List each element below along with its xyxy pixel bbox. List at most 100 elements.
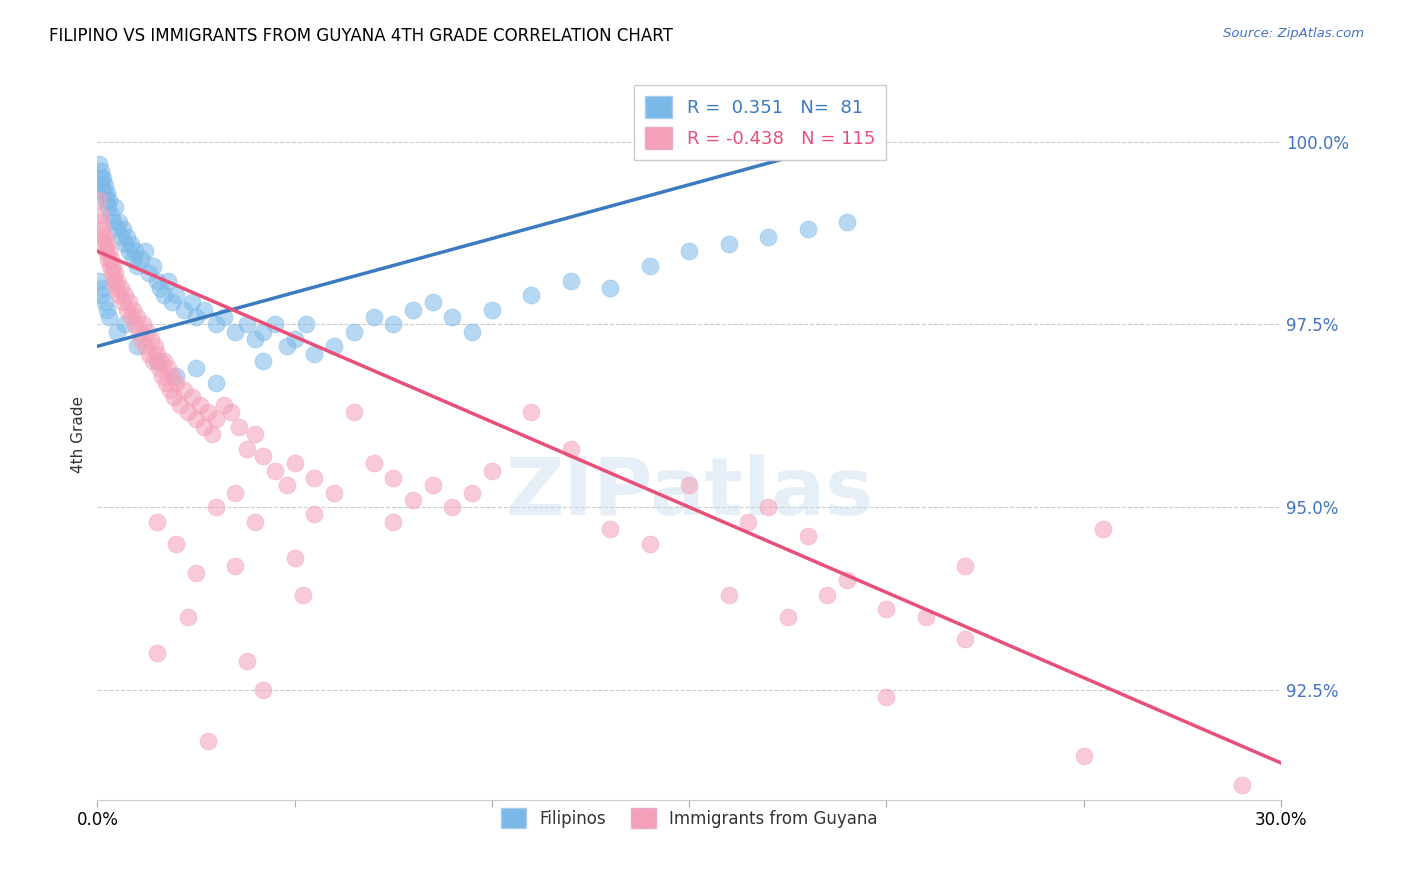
Point [1073, 748, 1095, 763]
Point [212, 310, 235, 324]
Point [89, 171, 111, 186]
Point [98, 193, 121, 207]
Point [461, 485, 484, 500]
Point [441, 500, 464, 515]
Text: FILIPINO VS IMMIGRANTS FROM GUYANA 4TH GRADE CORRELATION CHART: FILIPINO VS IMMIGRANTS FROM GUYANA 4TH G… [49, 27, 673, 45]
Point [193, 419, 215, 434]
Point [717, 236, 740, 251]
Point [252, 682, 274, 697]
Point [165, 376, 187, 390]
Point [153, 354, 176, 368]
Point [101, 266, 124, 280]
Point [149, 281, 172, 295]
Point [114, 288, 136, 302]
Point [139, 332, 162, 346]
Point [284, 332, 307, 346]
Point [120, 236, 142, 251]
Point [89, 156, 111, 170]
Point [184, 310, 207, 324]
Legend: Filipinos, Immigrants from Guyana: Filipinos, Immigrants from Guyana [494, 801, 884, 835]
Point [599, 522, 621, 536]
Point [103, 273, 125, 287]
Point [756, 229, 779, 244]
Point [162, 368, 184, 383]
Point [717, 588, 740, 602]
Point [422, 295, 444, 310]
Point [138, 346, 160, 360]
Point [96, 186, 118, 200]
Point [252, 354, 274, 368]
Point [105, 281, 128, 295]
Point [343, 405, 366, 419]
Point [89, 273, 111, 287]
Point [91, 281, 114, 295]
Point [776, 609, 799, 624]
Point [97, 252, 120, 266]
Point [204, 318, 226, 332]
Point [204, 500, 226, 515]
Point [382, 471, 405, 485]
Point [224, 485, 246, 500]
Point [145, 515, 167, 529]
Point [1230, 778, 1253, 792]
Point [129, 332, 152, 346]
Point [111, 222, 134, 236]
Point [177, 405, 200, 419]
Point [276, 478, 298, 492]
Point [678, 244, 700, 259]
Point [638, 536, 661, 550]
Text: ZIPatlas: ZIPatlas [505, 453, 873, 532]
Point [184, 361, 207, 376]
Point [115, 302, 138, 317]
Point [201, 427, 224, 442]
Point [134, 244, 156, 259]
Point [134, 339, 156, 353]
Point [149, 354, 172, 368]
Point [638, 259, 661, 273]
Point [228, 419, 250, 434]
Point [402, 492, 425, 507]
Point [197, 734, 219, 748]
Point [143, 339, 166, 353]
Point [323, 339, 346, 353]
Point [125, 310, 148, 324]
Point [145, 273, 167, 287]
Point [422, 478, 444, 492]
Point [678, 478, 700, 492]
Point [105, 273, 128, 287]
Point [110, 229, 132, 244]
Point [105, 325, 128, 339]
Point [737, 515, 759, 529]
Point [145, 346, 167, 360]
Point [165, 368, 187, 383]
Point [560, 442, 582, 456]
Point [152, 368, 174, 383]
Point [162, 295, 184, 310]
Point [94, 244, 117, 259]
Point [560, 273, 582, 287]
Point [184, 412, 207, 426]
Point [796, 529, 818, 543]
Point [1092, 522, 1115, 536]
Point [90, 288, 112, 302]
Point [101, 215, 124, 229]
Point [835, 573, 858, 587]
Point [224, 558, 246, 573]
Point [124, 244, 146, 259]
Point [204, 412, 226, 426]
Point [875, 602, 897, 616]
Point [120, 310, 142, 324]
Point [173, 302, 195, 317]
Point [382, 515, 405, 529]
Point [108, 288, 131, 302]
Point [157, 273, 180, 287]
Point [124, 318, 146, 332]
Point [304, 471, 326, 485]
Point [796, 222, 818, 236]
Point [520, 405, 543, 419]
Point [104, 266, 127, 280]
Y-axis label: 4th Grade: 4th Grade [72, 395, 86, 473]
Point [90, 164, 112, 178]
Point [193, 302, 215, 317]
Point [94, 178, 117, 193]
